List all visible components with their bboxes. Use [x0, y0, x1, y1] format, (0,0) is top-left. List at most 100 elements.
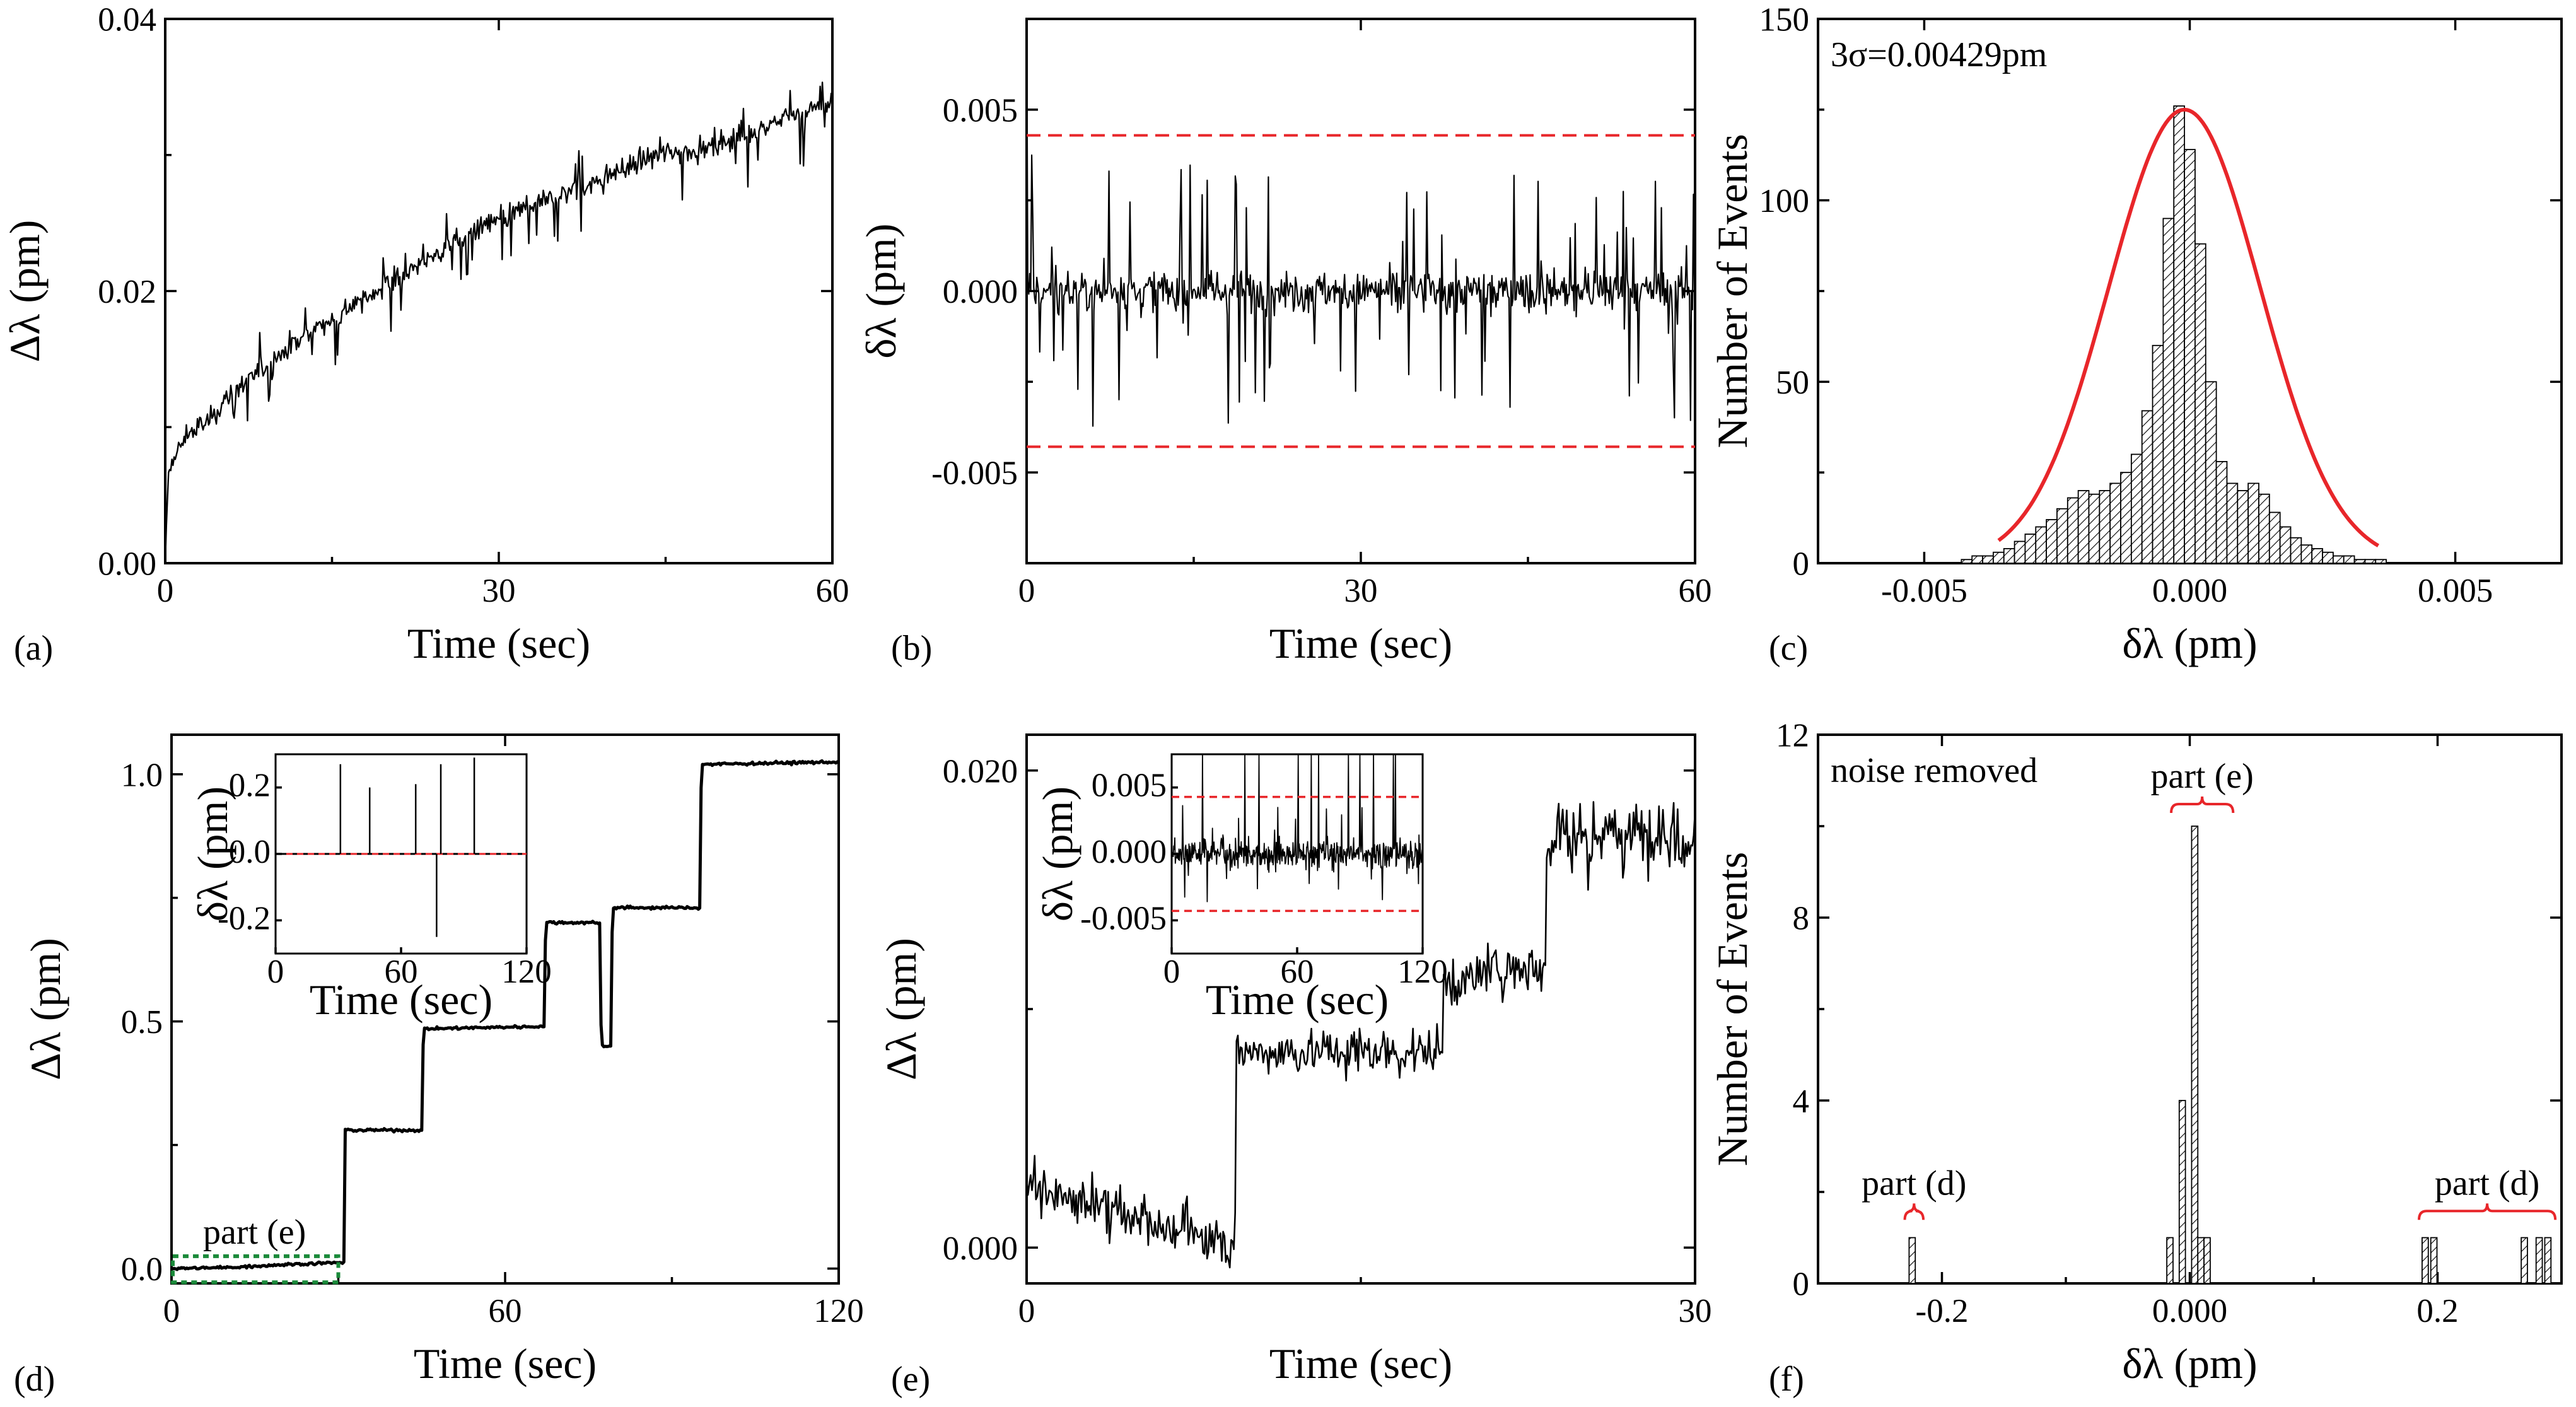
panel-label: (c) — [1769, 629, 1808, 668]
panel-d: 0 60 120 0.0 0.5 1.0 part (e) Time (sec) Δλ (pm)… — [14, 733, 864, 1399]
inset: 0 60 120 -0.005 0.000 0.005 Time (sec) δλ (pm) — [1034, 753, 1448, 1024]
panel-b: 0 30 60 -0.005 0.000 0.005 Time (sec) δλ (pm) (b… — [857, 18, 1712, 668]
series-line — [171, 759, 839, 1271]
histogram-bar — [2178, 1100, 2186, 1284]
x-tick-label: 60 — [1679, 573, 1712, 609]
group-label: part (e) — [2151, 757, 2254, 796]
x-tick-label: 30 — [482, 573, 516, 609]
group-label: part (d) — [2435, 1164, 2539, 1203]
y-tick-label: 0.000 — [943, 1230, 1018, 1267]
inset-y-tick-label: 0.000 — [1092, 834, 1167, 870]
y-tick-label: 0.000 — [943, 274, 1018, 310]
histogram-bar — [2332, 555, 2345, 564]
histogram-bar — [2141, 410, 2153, 564]
inset-y-tick-label: -0.2 — [218, 900, 271, 937]
histogram-bar — [2521, 1237, 2528, 1284]
noise-removed-annotation: noise removed — [1831, 751, 2037, 790]
panel-label: (d) — [14, 1360, 55, 1399]
y-tick-label: 12 — [1776, 718, 1809, 754]
y-tick-label: 1.0 — [121, 757, 163, 793]
sigma-annotation: 3σ=0.00429pm — [1831, 35, 2047, 74]
histogram-bar — [2290, 537, 2302, 564]
panel-e: 0 30 0.000 0.020 Time (sec) Δλ (pm) (e) 0 60 120 -… — [877, 733, 1712, 1399]
x-tick-label: 30 — [1344, 573, 1378, 609]
histogram-bar — [2247, 482, 2259, 564]
series-line — [164, 81, 832, 564]
inset-x-tick-label: 0 — [1163, 954, 1180, 990]
histogram-bar — [2364, 559, 2377, 564]
x-tick-label: 60 — [489, 1293, 522, 1329]
y-tick-label: 0.00 — [98, 546, 156, 583]
y-tick-label: 50 — [1776, 365, 1809, 401]
y-tick-label: 0.020 — [943, 753, 1018, 790]
inset-y-axis-label: δλ (pm) — [189, 786, 236, 921]
histogram-bar — [2375, 559, 2387, 564]
histogram-bar — [2343, 555, 2355, 564]
histogram-bar — [2430, 1237, 2438, 1284]
y-axis-label: Δλ (pm) — [21, 938, 69, 1080]
y-tick-label: -0.005 — [931, 455, 1018, 492]
y-tick-label: 0.02 — [98, 274, 156, 310]
inset-x-tick-label: 120 — [1397, 954, 1448, 990]
group-brace — [1903, 1203, 1925, 1220]
x-tick-label: 0.2 — [2416, 1293, 2458, 1329]
x-tick-label: -0.2 — [1916, 1293, 1969, 1329]
panel-a: 0 30 60 0.00 0.02 0.04 Time (sec) Δλ (pm) (a) — [1, 2, 849, 668]
histogram-bar — [2056, 508, 2068, 564]
histogram-bar — [2109, 482, 2121, 564]
x-axis-label: δλ (pm) — [2122, 1340, 2257, 1387]
histogram-bar — [2066, 497, 2079, 564]
histogram-bar — [2311, 548, 2323, 564]
inset-y-tick-label: -0.005 — [1080, 900, 1167, 937]
histogram-bar — [2003, 548, 2015, 564]
histogram-bar — [2544, 1237, 2552, 1284]
histogram-bar — [2422, 1237, 2429, 1284]
panel-c: -0.005 0.000 0.005 0 50 100 150 3σ=0.00429pm δλ … — [1708, 2, 2563, 668]
histogram-bar — [2268, 511, 2281, 564]
histogram-bar — [2191, 826, 2199, 1284]
histogram-bar — [1993, 551, 2005, 564]
x-tick-label: 0 — [1018, 1293, 1035, 1329]
panel-label: (f) — [1769, 1360, 1804, 1399]
y-tick-label: 0.0 — [121, 1251, 163, 1288]
plot-frame — [164, 18, 834, 564]
group-brace — [2170, 796, 2235, 814]
y-axis-label: Number of Events — [1708, 852, 1756, 1167]
histogram-bar — [2197, 1237, 2205, 1284]
histogram-bar — [2215, 461, 2228, 564]
inset-series-line — [1171, 754, 1423, 902]
histogram-bar — [1908, 1237, 1916, 1284]
panel-label: (a) — [14, 629, 53, 668]
panel-label: (e) — [891, 1360, 930, 1399]
part-e-highlight-box — [171, 1254, 341, 1285]
x-tick-label: 0 — [157, 573, 174, 609]
histogram-bar — [2166, 1237, 2174, 1284]
histogram-bar — [2120, 472, 2132, 564]
histogram-bar — [2226, 482, 2239, 564]
inset-x-tick-label: 60 — [1281, 954, 1314, 990]
panel-f: -0.2 0.000 0.2 0 4 8 12 noise removed part (d) pa… — [1708, 718, 2563, 1399]
x-tick-label: 0.005 — [2418, 573, 2493, 609]
histogram-bar — [2258, 493, 2270, 564]
y-tick-label: 0.04 — [98, 2, 156, 38]
histogram-bar — [2184, 149, 2196, 564]
inset-x-axis-label: Time (sec) — [1206, 976, 1389, 1024]
x-tick-label: -0.005 — [1881, 573, 1967, 609]
histogram-bar — [2099, 490, 2111, 564]
histogram-bar — [2152, 344, 2164, 564]
part-e-label: part (e) — [203, 1213, 306, 1252]
x-tick-label: 120 — [813, 1293, 864, 1329]
histogram-bar — [2035, 526, 2048, 564]
histogram-bar — [1971, 555, 1983, 564]
group-brace — [2418, 1203, 2557, 1220]
x-tick-label: 60 — [816, 573, 849, 609]
histogram-bar — [2279, 526, 2292, 564]
y-tick-label: 0 — [1793, 1266, 1810, 1303]
y-tick-label: 0.005 — [943, 92, 1018, 129]
histogram-bar — [2014, 540, 2026, 564]
histogram-bar — [2194, 243, 2206, 564]
x-axis-label: δλ (pm) — [2122, 619, 2257, 667]
group-label: part (d) — [1862, 1164, 1966, 1203]
histogram-bar — [2203, 1237, 2211, 1284]
